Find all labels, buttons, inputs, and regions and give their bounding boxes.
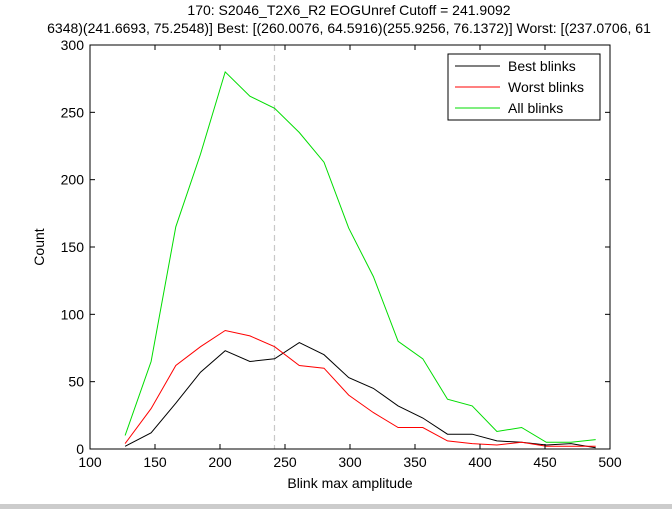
y-tick-label: 250 [61,104,85,120]
y-tick-label: 150 [61,239,85,255]
x-axis-label: Blink max amplitude [287,475,412,491]
chart-title-line2: 6348)(241.6693, 75.2548)] Best: [(260.00… [47,20,651,36]
y-tick-label: 200 [61,172,85,188]
series-line-worst-blinks [124,329,596,447]
x-tick-label: 450 [533,454,557,470]
x-tick-label: 100 [78,454,102,470]
y-tick-label: 300 [61,37,85,53]
y-tick-label: 0 [76,441,84,457]
chart-title-line1: 170: S2046_T2X6_R2 EOGUnref Cutoff = 241… [187,2,510,18]
x-tick-label: 250 [273,454,297,470]
x-tick-label: 350 [403,454,427,470]
legend-label-all-blinks: All blinks [508,100,563,116]
legend-label-best-blinks: Best blinks [508,58,576,74]
x-tick-label: 500 [598,454,622,470]
y-axis-label: Count [31,228,47,265]
x-tick-label: 400 [468,454,492,470]
x-tick-label: 300 [338,454,362,470]
legend-label-worst-blinks: Worst blinks [508,79,584,95]
legend-box [447,53,601,121]
plot-content [124,45,596,449]
x-tick-label: 150 [143,454,167,470]
y-tick-label: 100 [61,306,85,322]
series-line-best-blinks [124,342,596,449]
legend: Best blinks Worst blinks All blinks [447,53,601,121]
x-tick-label: 200 [208,454,232,470]
series-line-all-blinks [124,70,596,443]
y-tick-label: 50 [68,374,84,390]
